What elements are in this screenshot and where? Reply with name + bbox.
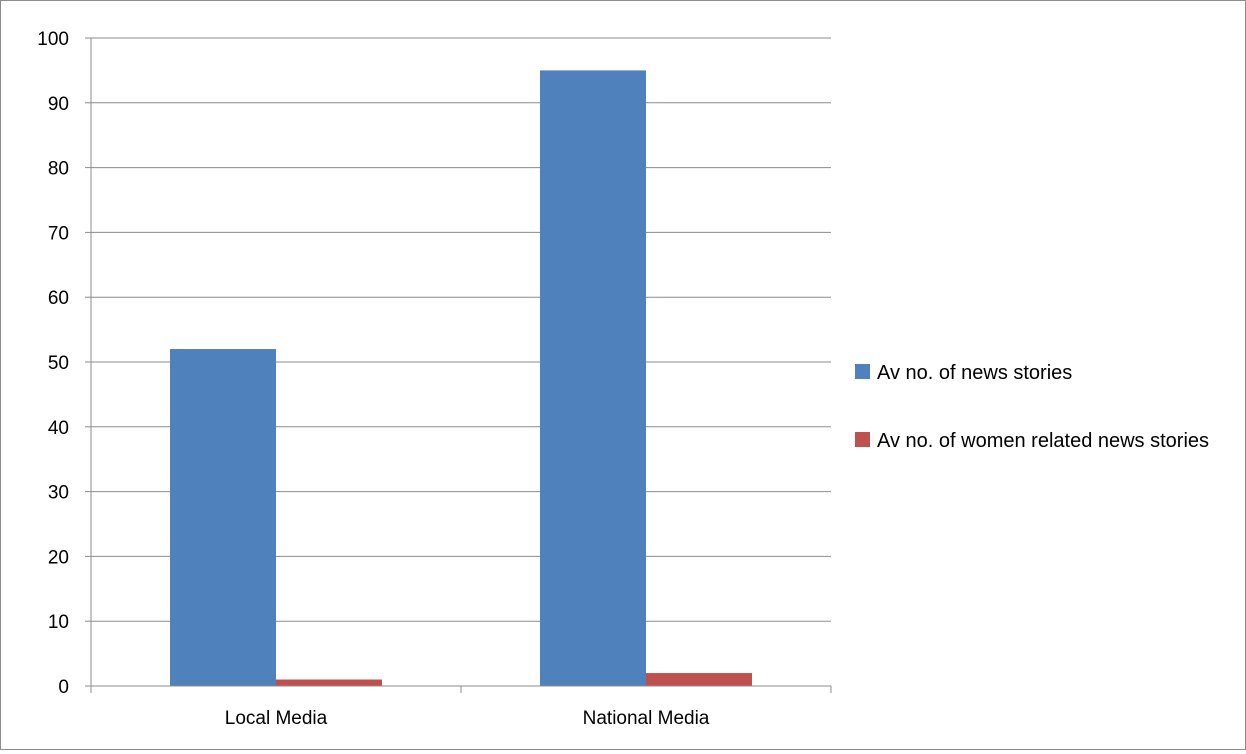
x-category-label: National Media xyxy=(583,708,710,729)
y-tick-label: 30 xyxy=(48,483,69,504)
legend: Av no. of news stories Av no. of women re… xyxy=(855,362,1209,452)
bar xyxy=(170,349,276,686)
x-category-label: Local Media xyxy=(225,708,328,729)
y-tick-label: 50 xyxy=(48,353,69,374)
legend-label: Av no. of news stories xyxy=(877,362,1072,384)
bar xyxy=(276,679,382,686)
y-tick-label: 90 xyxy=(48,94,69,115)
y-tick-label: 10 xyxy=(48,612,69,633)
legend-label: Av no. of women related news stories xyxy=(877,430,1209,452)
y-tick-label: 70 xyxy=(48,223,69,244)
y-tick-labels: 0 10 20 30 40 50 60 70 80 90 100 xyxy=(37,29,69,698)
y-tick-label: 20 xyxy=(48,547,69,568)
bar xyxy=(646,673,752,686)
x-category-labels: Local Media National Media xyxy=(225,708,710,729)
y-tick-label: 0 xyxy=(58,677,69,698)
legend-swatch xyxy=(855,432,870,447)
y-tick-label: 80 xyxy=(48,159,69,180)
y-tick-label: 60 xyxy=(48,288,69,309)
legend-swatch xyxy=(855,364,870,379)
axes xyxy=(85,37,832,693)
y-tick-label: 40 xyxy=(48,418,69,439)
y-tick-label: 100 xyxy=(37,29,69,50)
bar xyxy=(540,70,646,686)
bars xyxy=(170,70,752,686)
